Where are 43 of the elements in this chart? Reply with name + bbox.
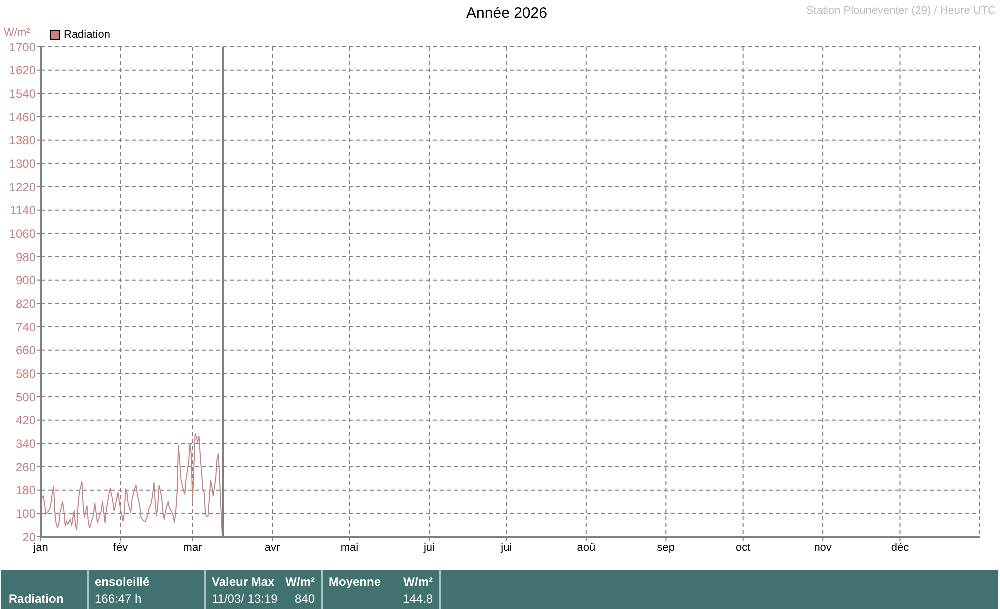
x-tick-label: avr [264, 542, 281, 554]
y-tick-label: 1060 [9, 226, 36, 241]
y-tick-label: 20 [22, 530, 36, 544]
y-tick-label: 420 [16, 414, 36, 428]
y-tick-label: 180 [16, 484, 36, 498]
y-tick-label: 900 [16, 274, 36, 288]
y-tick-label: 1460 [9, 110, 36, 124]
table-cell: Valeur Max W/m² 11/03/ 13:19 840 [206, 570, 323, 609]
y-tick-label: 500 [16, 390, 36, 404]
x-tick-label: déc [891, 542, 910, 554]
x-tick-label: mar [183, 542, 203, 554]
x-tick-label: jui [422, 542, 435, 554]
y-tick-label: 1700 [9, 40, 36, 54]
y-tick-label: 660 [16, 344, 36, 358]
y-tick-label: 100 [16, 506, 36, 521]
x-tick-label: oct [736, 542, 751, 554]
x-tick-label: mai [340, 542, 359, 554]
x-tick-label: jan [32, 542, 48, 554]
y-tick-label: 1380 [9, 134, 36, 148]
y-tick-label: 580 [16, 366, 36, 381]
x-tick-label: jui [500, 542, 512, 554]
chart-title: Année 2026 [466, 5, 548, 22]
y-tick-label: 1220 [9, 180, 36, 194]
y-axis-title: W/m² [4, 27, 30, 39]
y-tick-label: 1620 [9, 64, 36, 78]
y-tick-label: 1300 [9, 156, 36, 171]
y-tick-label: 980 [16, 250, 36, 264]
x-tick-label: fév [113, 542, 129, 554]
table-cell: ensoleillé 166:47 h [89, 570, 206, 609]
line-series [41, 434, 224, 537]
x-tick-label: aoû [577, 542, 596, 554]
legend-label: Radiation [64, 29, 110, 41]
y-tick-label: 820 [16, 296, 36, 311]
text: Station Plounéventer (29) / Heure UTC [806, 5, 996, 17]
table-cell: Radiation [1, 570, 89, 609]
y-tick-label: 340 [16, 436, 36, 451]
y-tick-label: 740 [16, 320, 36, 334]
x-tick-label: sep [657, 542, 676, 554]
y-tick-label: 1540 [9, 86, 36, 101]
y-tick-label: 1140 [10, 204, 36, 218]
table-cell: Moyenne W/m² 144.8 [323, 570, 441, 609]
x-tick-label: nov [814, 542, 832, 554]
y-tick-label: 260 [16, 460, 36, 474]
